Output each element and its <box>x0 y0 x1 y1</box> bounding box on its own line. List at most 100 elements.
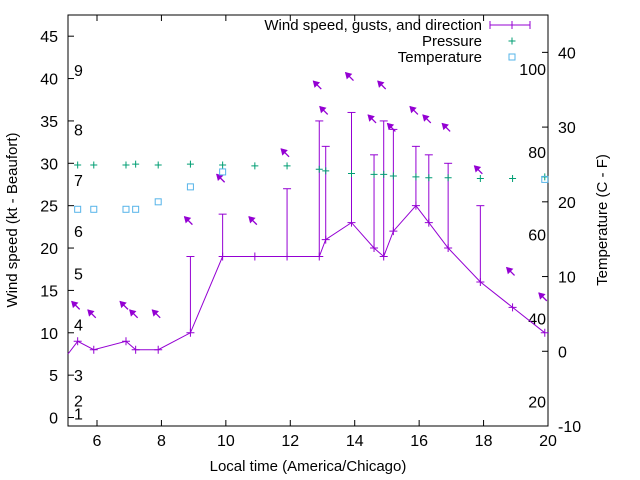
y-axis-title: Wind speed (kt - Beaufort) <box>4 132 21 307</box>
beaufort-label: 8 <box>74 122 83 139</box>
plot-frame <box>67 14 549 427</box>
pressure-point <box>186 160 194 168</box>
pressure-point <box>476 175 484 183</box>
y2-tick-label: -10 <box>558 419 581 436</box>
pressure-point <box>322 167 330 175</box>
wind-direction-arrow-head <box>386 122 395 131</box>
wind-direction-arrow-head <box>367 114 375 122</box>
y2-tick-label: 10 <box>558 270 576 287</box>
y-tick-label: 15 <box>40 283 58 300</box>
legend-pressure-symbol <box>508 37 516 45</box>
temperature-point <box>132 205 140 213</box>
pressure-point <box>347 169 355 177</box>
wind-direction-arrow-head <box>71 300 79 309</box>
fahrenheit-label: 60 <box>528 228 546 245</box>
wind-speed-point <box>540 328 549 337</box>
legend-label: Temperature <box>398 49 482 66</box>
pressure-point <box>370 170 378 178</box>
beaufort-label: 5 <box>74 266 83 283</box>
fahrenheit-label: 40 <box>528 311 546 328</box>
y2-tick-label: 40 <box>558 45 576 62</box>
wind-speed-point <box>508 303 517 312</box>
beaufort-label: 4 <box>74 317 83 334</box>
x-tick-label: 14 <box>346 433 364 450</box>
x-tick-label: 18 <box>475 433 493 450</box>
wind-speed-point <box>73 337 82 346</box>
x-tick-label: 20 <box>539 433 557 450</box>
y-tick-label: 35 <box>40 114 58 131</box>
pressure-point <box>315 165 323 173</box>
x-tick-label: 8 <box>157 433 166 450</box>
legend-label: Wind speed, gusts, and direction <box>264 17 482 34</box>
y2-tick-label: 0 <box>558 344 567 361</box>
y-tick-label: 40 <box>40 72 58 89</box>
pressure-point <box>444 174 452 182</box>
wind-speed-point <box>89 345 98 354</box>
wind-direction-arrow-head <box>248 216 256 224</box>
pressure-point <box>154 161 162 169</box>
y-tick-label: 45 <box>40 29 58 46</box>
beaufort-label: 1 <box>74 406 83 423</box>
y-tick-label: 25 <box>40 199 58 216</box>
pressure-point <box>132 160 140 168</box>
series-layer <box>67 72 549 355</box>
temperature-point <box>90 205 98 213</box>
x-tick-label: 16 <box>410 433 428 450</box>
y2-tick-label: 30 <box>558 120 576 137</box>
wind-direction-arrow-head <box>312 80 321 88</box>
temperature-point <box>219 168 227 176</box>
wind-direction-arrow-head <box>422 114 430 122</box>
beaufort-label: 6 <box>74 224 83 241</box>
wind-direction-arrow-head <box>87 309 95 317</box>
wind-direction-arrow-head <box>473 165 482 173</box>
fahrenheit-label: 20 <box>528 394 546 411</box>
pressure-point <box>251 162 259 170</box>
wind-speed-line <box>67 204 546 355</box>
wind-speed-point <box>121 337 130 346</box>
wind-direction-arrow-head <box>319 105 327 114</box>
legend-wind-symbol <box>489 21 531 29</box>
x-tick-label: 12 <box>281 433 299 450</box>
wind-speed-point <box>250 252 259 261</box>
y-tick-label: 20 <box>40 241 58 258</box>
y2-axis-title: Temperature (C - F) <box>594 154 611 286</box>
beaufort-label: 3 <box>74 368 83 385</box>
wind-direction-arrow-head <box>280 148 288 156</box>
x-tick-label: 6 <box>93 433 102 450</box>
wind-direction-arrow-head <box>119 300 127 309</box>
fahrenheit-label: 80 <box>528 145 546 162</box>
pressure-point <box>122 161 130 169</box>
legend-temperature-symbol <box>508 53 516 61</box>
wind-direction-arrow-head <box>344 72 353 80</box>
y-tick-label: 10 <box>40 326 58 343</box>
temperature-point <box>541 175 549 183</box>
axis-ticks: 6 8 10 12 14 16 18 20051015202530354045-1001020… <box>40 15 581 450</box>
pressure-point <box>389 172 397 180</box>
beaufort-label: 2 <box>74 394 83 411</box>
pressure-point <box>283 162 291 170</box>
y2-tick-label: 20 <box>558 195 576 212</box>
wind-direction-arrow-head <box>538 292 546 300</box>
pressure-point <box>509 175 517 183</box>
wind-direction-arrow-head <box>441 122 449 131</box>
wind-speed-point <box>154 345 163 354</box>
wind-direction-arrow-head <box>129 309 137 317</box>
pressure-point <box>219 161 227 169</box>
legend: Wind speed, gusts, and directionPressure… <box>264 17 531 66</box>
pressure-point <box>74 161 82 169</box>
y-tick-label: 30 <box>40 156 58 173</box>
wind-speed-point <box>131 345 140 354</box>
x-tick-label: 10 <box>217 433 235 450</box>
pressure-point <box>425 174 433 182</box>
wind-direction-arrow-head <box>377 80 385 88</box>
pressure-point <box>412 173 420 181</box>
fahrenheit-label: 100 <box>519 62 546 79</box>
temperature-point <box>186 183 194 191</box>
x-axis-title: Local time (America/Chicago) <box>210 458 407 475</box>
beaufort-label: 9 <box>74 63 83 80</box>
y-tick-label: 5 <box>49 368 58 385</box>
temperature-point <box>74 205 82 213</box>
wind-direction-arrow-head <box>151 309 159 317</box>
pressure-point <box>90 161 98 169</box>
